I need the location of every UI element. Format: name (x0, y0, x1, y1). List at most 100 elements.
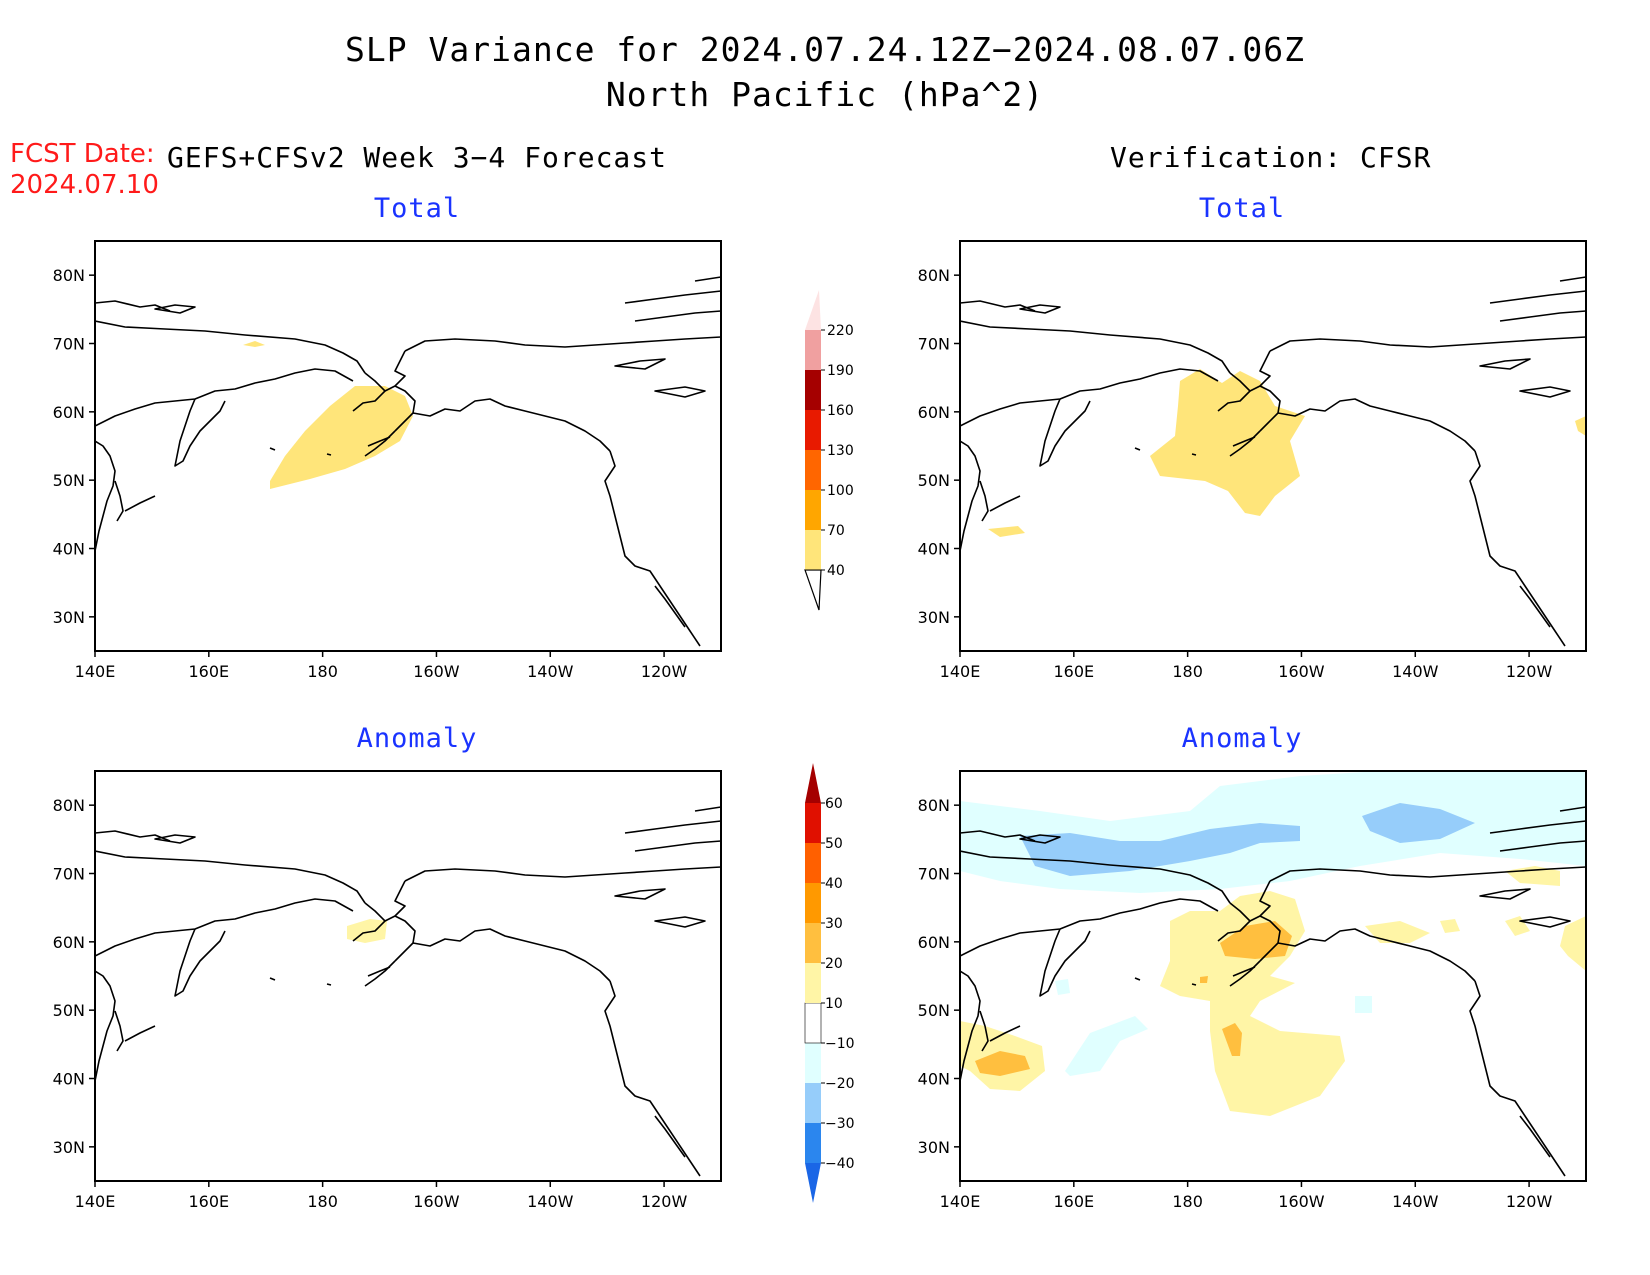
variance-contour (1575, 416, 1586, 436)
colorbar-swatch (805, 843, 821, 883)
lon-tick-label: 140E (75, 662, 116, 681)
colorbar-swatch (805, 530, 821, 570)
lat-tick-label: 50N (53, 471, 85, 490)
map-frame (95, 771, 721, 1181)
fcst-date: FCST Date: 2024.07.10 (10, 139, 159, 201)
lat-tick-label: 70N (918, 335, 950, 354)
anomaly-contour (1055, 979, 1070, 995)
variance-contour (1150, 369, 1305, 516)
variance-contour (270, 386, 413, 489)
colorbar-swatch (804, 1002, 822, 1044)
anomaly-contour (1220, 921, 1292, 959)
anomaly-contour (1355, 996, 1372, 1013)
colorbar-swatch (805, 963, 821, 1003)
colorbar-label: 50 (825, 836, 843, 852)
total-colorbar: 40 70 100 130 160 190 220 (804, 290, 854, 611)
colorbar-swatch (805, 410, 821, 450)
lat-tick-label: 40N (918, 1070, 950, 1089)
lon-tick-label: 160E (188, 1192, 229, 1211)
lon-tick-label: 140E (940, 662, 981, 681)
colorbar-label: −20 (825, 1076, 855, 1092)
anomaly-contour (1560, 916, 1586, 971)
map-panel-bottom-right (959, 770, 1587, 1182)
panel-title-bottom-right: Anomaly (1181, 723, 1303, 754)
lon-tick-label: 140E (75, 1192, 116, 1211)
lat-tick-label: 60N (918, 403, 950, 422)
lon-tick-label: 120W (641, 1192, 688, 1211)
lon-tick-label: 160E (1053, 1192, 1094, 1211)
anomaly-colorbar: −40 −30 −20 −10 10 20 30 40 50 60 (804, 763, 855, 1203)
axes-top-left: 140E 160E 180 160W 140W 120W 80N 70N 60N 50N 40N 30… (53, 266, 688, 681)
anomaly-contour (1065, 1016, 1148, 1076)
lon-tick-label: 140W (527, 1192, 574, 1211)
colorbar-end (805, 1163, 821, 1203)
lat-tick-label: 40N (53, 540, 85, 559)
lat-tick-label: 80N (918, 796, 950, 815)
colorbar-end (804, 569, 822, 611)
fcst-date-label: FCST Date: (10, 139, 155, 169)
colorbar-swatch (805, 370, 821, 410)
lat-tick-label: 60N (53, 933, 85, 952)
anomaly-contour (975, 1051, 1030, 1076)
anomaly-contour (1362, 803, 1475, 843)
lon-tick-label: 120W (641, 662, 688, 681)
lon-tick-label: 180 (1172, 1192, 1203, 1211)
anomaly-contour (1200, 976, 1208, 983)
lon-tick-label: 180 (1172, 662, 1203, 681)
colorbar-label: 100 (827, 483, 854, 499)
map-frame (95, 241, 721, 651)
colorbar-swatch (805, 883, 821, 923)
axes-bottom-right: 140E 160E 180 160W 140W 120W 80N 70N 60N 50N 40N 30… (918, 796, 1553, 1211)
colorbar-swatch (805, 450, 821, 490)
colorbar-label: 220 (827, 323, 854, 339)
colorbar-swatch (805, 923, 821, 963)
colorbar-label: 20 (825, 956, 843, 972)
right-column-title: Verification: CFSR (1110, 141, 1432, 174)
lat-tick-label: 30N (918, 608, 950, 627)
lat-tick-label: 80N (53, 266, 85, 285)
lon-tick-label: 120W (1506, 662, 1553, 681)
colorbar-label: −40 (825, 1156, 855, 1172)
lon-tick-label: 140W (1392, 1192, 1439, 1211)
panel-title-top-left: Total (373, 193, 461, 224)
lon-tick-label: 160E (188, 662, 229, 681)
colorbar-label: 40 (825, 876, 843, 892)
lon-tick-label: 160W (413, 1192, 460, 1211)
variance-contour (243, 341, 265, 347)
main-title: SLP Variance for 2024.07.24.12Z−2024.08.… (345, 30, 1305, 69)
colorbar-swatch (805, 490, 821, 530)
colorbar-swatch (805, 1083, 821, 1123)
colorbar-label: 10 (825, 996, 843, 1012)
map-panel-bottom-left (94, 770, 722, 1182)
lon-tick-label: 140W (1392, 662, 1439, 681)
lon-tick-label: 160W (413, 662, 460, 681)
anomaly-contour (1365, 921, 1430, 943)
variance-contour (988, 526, 1025, 537)
colorbar-label: 30 (825, 916, 843, 932)
anomaly-contour (1440, 919, 1460, 933)
colorbar-swatch (805, 803, 821, 843)
fcst-date-value: 2024.07.10 (10, 170, 159, 200)
colorbar-label: 160 (827, 403, 854, 419)
lat-tick-label: 40N (918, 540, 950, 559)
map-panel-top-right (959, 240, 1587, 652)
colorbar-label: −10 (825, 1036, 855, 1052)
map-panel-top-left (94, 240, 722, 652)
lon-tick-label: 160E (1053, 662, 1094, 681)
lon-tick-label: 160W (1278, 1192, 1325, 1211)
axes-top-right: 140E 160E 180 160W 140W 120W 80N 70N 60N 50N 40N 30… (918, 266, 1553, 681)
lon-tick-label: 140W (527, 662, 574, 681)
lat-tick-label: 70N (53, 865, 85, 884)
lat-tick-label: 30N (918, 1138, 950, 1157)
anomaly-contour (1505, 916, 1530, 936)
colorbar-end (805, 290, 821, 330)
main-subtitle: North Pacific (hPa^2) (605, 75, 1045, 114)
lat-tick-label: 70N (918, 865, 950, 884)
panel-title-bottom-left: Anomaly (356, 723, 478, 754)
lat-tick-label: 50N (53, 1001, 85, 1020)
lat-tick-label: 30N (53, 608, 85, 627)
colorbar-label: 60 (825, 796, 843, 812)
colorbar-label: 70 (827, 523, 845, 539)
lat-tick-label: 80N (918, 266, 950, 285)
